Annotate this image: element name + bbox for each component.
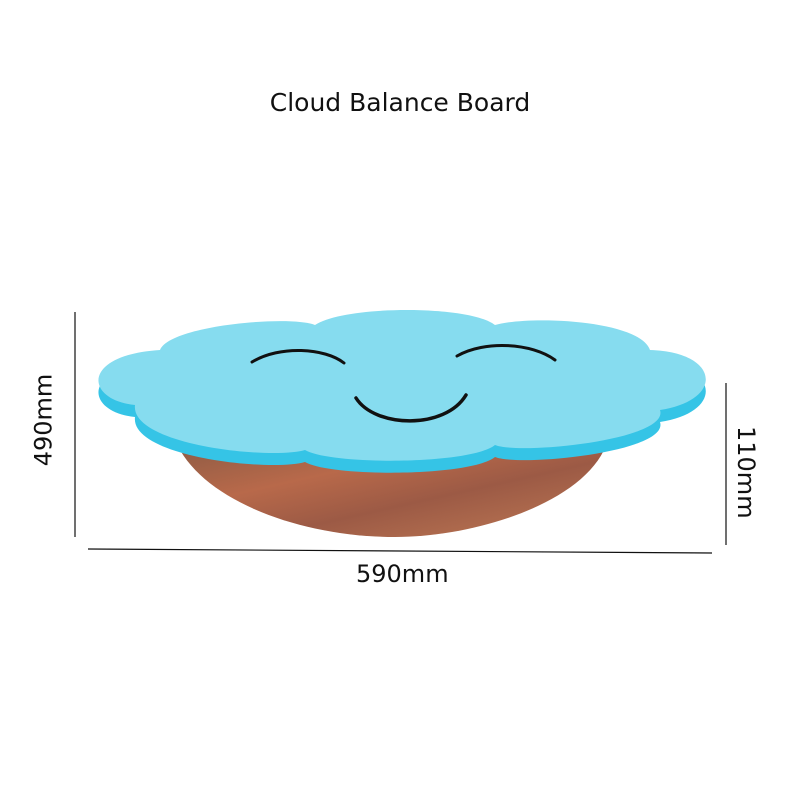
rocker-height-label: 110mm: [732, 426, 760, 519]
smile: [354, 393, 468, 423]
board-top: [98, 310, 706, 461]
width-label: 590mm: [356, 560, 449, 588]
left-eye: [250, 348, 346, 365]
page-title: Cloud Balance Board: [269, 88, 531, 117]
height-label: 490mm: [29, 373, 58, 467]
right-eye: [455, 343, 557, 362]
cloud-board: [98, 310, 706, 473]
width-dimension-line: [87, 548, 713, 554]
